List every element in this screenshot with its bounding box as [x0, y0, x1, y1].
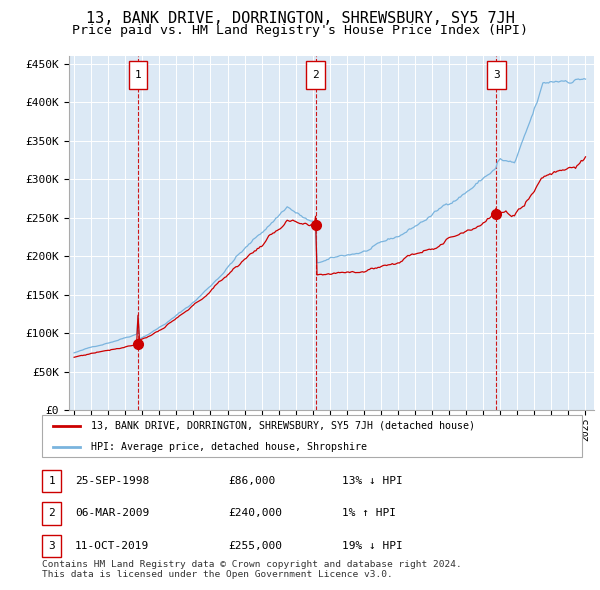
- Text: 3: 3: [493, 70, 500, 80]
- Text: 11-OCT-2019: 11-OCT-2019: [75, 541, 149, 551]
- Text: 13, BANK DRIVE, DORRINGTON, SHREWSBURY, SY5 7JH: 13, BANK DRIVE, DORRINGTON, SHREWSBURY, …: [86, 11, 514, 25]
- Text: 1% ↑ HPI: 1% ↑ HPI: [342, 509, 396, 519]
- FancyBboxPatch shape: [128, 61, 148, 89]
- Text: 1: 1: [48, 476, 55, 486]
- Text: 3: 3: [48, 541, 55, 551]
- Text: 19% ↓ HPI: 19% ↓ HPI: [342, 541, 403, 551]
- FancyBboxPatch shape: [306, 61, 325, 89]
- Text: £86,000: £86,000: [228, 476, 275, 486]
- FancyBboxPatch shape: [487, 61, 506, 89]
- Text: Contains HM Land Registry data © Crown copyright and database right 2024.
This d: Contains HM Land Registry data © Crown c…: [42, 560, 462, 579]
- Text: 13, BANK DRIVE, DORRINGTON, SHREWSBURY, SY5 7JH (detached house): 13, BANK DRIVE, DORRINGTON, SHREWSBURY, …: [91, 421, 475, 431]
- Text: 25-SEP-1998: 25-SEP-1998: [75, 476, 149, 486]
- Text: 2: 2: [312, 70, 319, 80]
- Text: 13% ↓ HPI: 13% ↓ HPI: [342, 476, 403, 486]
- Text: £240,000: £240,000: [228, 509, 282, 519]
- Text: 06-MAR-2009: 06-MAR-2009: [75, 509, 149, 519]
- Text: 1: 1: [134, 70, 142, 80]
- Text: £255,000: £255,000: [228, 541, 282, 551]
- Text: HPI: Average price, detached house, Shropshire: HPI: Average price, detached house, Shro…: [91, 442, 367, 452]
- Text: Price paid vs. HM Land Registry's House Price Index (HPI): Price paid vs. HM Land Registry's House …: [72, 24, 528, 37]
- Text: 2: 2: [48, 509, 55, 519]
